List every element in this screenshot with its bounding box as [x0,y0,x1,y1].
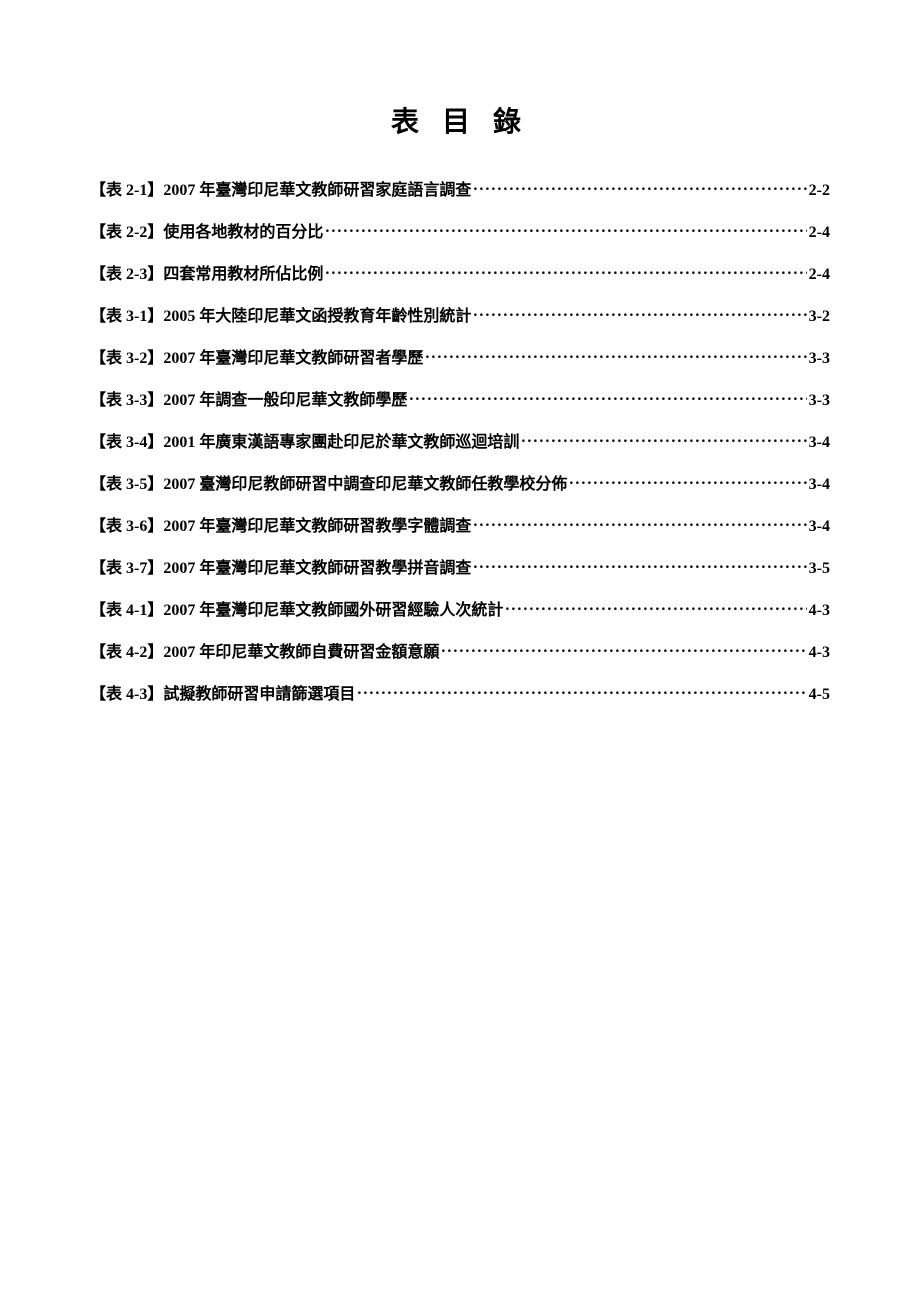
toc-dots [473,179,806,195]
toc-entry: 【表 3-5】2007 臺灣印尼教師研習中調查印尼華文教師任教學校分佈 3-4 [90,470,830,494]
toc-entry: 【表 3-4】2001 年廣東漢語專家團赴印尼於華文教師巡迴培訓 3-4 [90,428,830,452]
toc-entry: 【表 3-6】2007 年臺灣印尼華文教師研習教學字體調查 3-4 [90,512,830,536]
toc-label: 【表 4-3】試擬教師研習申請篩選項目 [90,680,355,704]
toc-dots [325,221,806,237]
toc-entry: 【表 4-1】2007 年臺灣印尼華文教師國外研習經驗人次統計 4-3 [90,596,830,620]
toc-page: 4-3 [809,602,830,620]
toc-entry: 【表 2-1】2007 年臺灣印尼華文教師研習家庭語言調查 2-2 [90,176,830,200]
toc-page: 2-2 [809,182,830,200]
toc-dots [409,389,806,405]
toc-label: 【表 2-2】使用各地教材的百分比 [90,218,323,242]
toc-page: 3-4 [809,476,830,494]
toc-dots [473,305,806,321]
toc-label: 【表 3-2】2007 年臺灣印尼華文教師研習者學歷 [90,344,423,368]
toc-dots [357,683,806,699]
toc-page: 2-4 [809,224,830,242]
toc-dots [473,557,806,573]
toc-entry: 【表 3-3】2007 年調查一般印尼華文教師學歷 3-3 [90,386,830,410]
toc-label: 【表 3-1】2005 年大陸印尼華文函授教育年齡性別統計 [90,302,471,326]
toc-entry: 【表 3-2】2007 年臺灣印尼華文教師研習者學歷 3-3 [90,344,830,368]
toc-label: 【表 3-3】2007 年調查一般印尼華文教師學歷 [90,386,407,410]
toc-page: 3-2 [809,308,830,326]
page-title: 表 目 錄 [90,100,830,140]
toc-page: 3-3 [809,350,830,368]
toc-dots [521,431,806,447]
toc-page: 3-3 [809,392,830,410]
toc-label: 【表 3-5】2007 臺灣印尼教師研習中調查印尼華文教師任教學校分佈 [90,470,567,494]
toc-page: 2-4 [809,266,830,284]
toc-label: 【表 4-2】2007 年印尼華文教師自費研習金額意願 [90,638,439,662]
toc-label: 【表 3-4】2001 年廣東漢語專家團赴印尼於華文教師巡迴培訓 [90,428,519,452]
toc-page: 3-4 [809,434,830,452]
toc-label: 【表 3-6】2007 年臺灣印尼華文教師研習教學字體調查 [90,512,471,536]
toc-dots [425,347,806,363]
toc-label: 【表 2-3】四套常用教材所佔比例 [90,260,323,284]
toc-entry: 【表 3-1】2005 年大陸印尼華文函授教育年齡性別統計 3-2 [90,302,830,326]
toc-dots [473,515,806,531]
toc-dots [441,641,806,657]
toc-entry: 【表 4-3】試擬教師研習申請篩選項目 4-5 [90,680,830,704]
toc-label: 【表 2-1】2007 年臺灣印尼華文教師研習家庭語言調查 [90,176,471,200]
toc-entry: 【表 2-3】四套常用教材所佔比例 2-4 [90,260,830,284]
toc-page: 4-5 [809,686,830,704]
toc-dots [569,473,806,489]
toc-dots [505,599,806,615]
toc-entry: 【表 3-7】2007 年臺灣印尼華文教師研習教學拼音調查 3-5 [90,554,830,578]
toc-entry: 【表 2-2】使用各地教材的百分比 2-4 [90,218,830,242]
table-of-contents: 【表 2-1】2007 年臺灣印尼華文教師研習家庭語言調查 2-2 【表 2-2… [90,176,830,704]
toc-label: 【表 3-7】2007 年臺灣印尼華文教師研習教學拼音調查 [90,554,471,578]
toc-page: 3-4 [809,518,830,536]
toc-page: 3-5 [809,560,830,578]
toc-label: 【表 4-1】2007 年臺灣印尼華文教師國外研習經驗人次統計 [90,596,503,620]
toc-entry: 【表 4-2】2007 年印尼華文教師自費研習金額意願 4-3 [90,638,830,662]
toc-dots [325,263,806,279]
toc-page: 4-3 [809,644,830,662]
